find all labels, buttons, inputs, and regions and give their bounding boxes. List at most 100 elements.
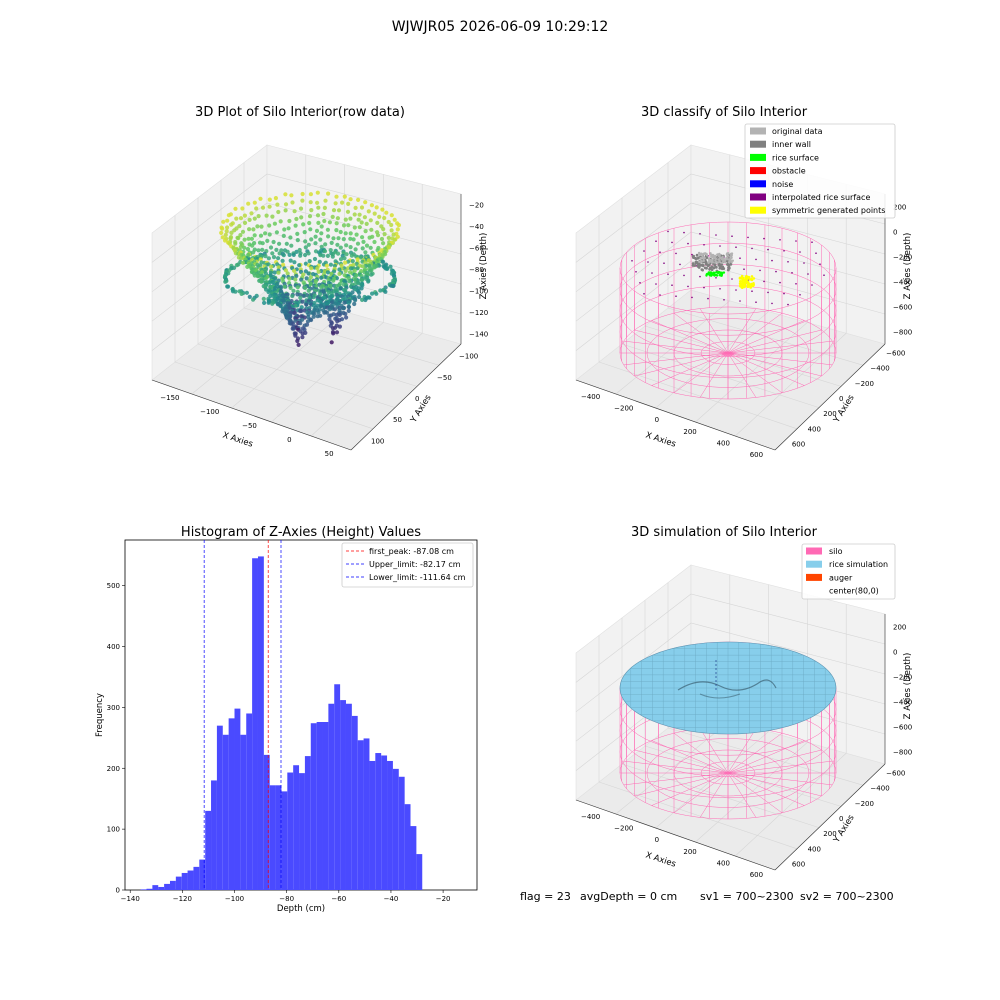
z-tick-label: 0 — [893, 649, 897, 657]
raw-point — [304, 276, 309, 281]
interpolated-point — [771, 302, 773, 305]
histogram-bar — [316, 722, 323, 890]
grid-line — [174, 361, 374, 430]
raw-point — [223, 279, 228, 284]
raw-point — [323, 198, 328, 203]
raw-point — [338, 245, 343, 250]
raw-point — [251, 297, 256, 302]
raw-point — [341, 223, 347, 228]
raw-point — [336, 251, 341, 256]
status-sv1: sv1 = 700~2300 — [700, 890, 794, 903]
raw-point — [263, 231, 268, 236]
raw-point — [297, 247, 302, 253]
y-axis-line — [774, 343, 886, 451]
x-tick-label: −200 — [614, 825, 633, 833]
raw-point — [311, 314, 316, 319]
y-tick-label: 200 — [823, 410, 836, 418]
original-point — [721, 261, 724, 265]
original-point — [698, 252, 701, 255]
raw-point — [343, 260, 348, 265]
raw-point — [391, 283, 396, 289]
histogram-bar — [345, 703, 352, 890]
raw-point — [331, 236, 336, 241]
classify-3d-points — [631, 230, 825, 357]
raw-point — [251, 227, 256, 232]
z-tick-label: −40 — [469, 223, 484, 231]
raw-point — [267, 204, 272, 209]
x-tick-label: 200 — [683, 428, 696, 436]
histogram-bar — [228, 718, 235, 890]
x-tick-label: −140 — [121, 895, 140, 903]
original-point — [710, 253, 713, 257]
raw-point — [335, 242, 340, 247]
interpolated-point — [767, 291, 769, 294]
status-sv2: sv2 = 700~2300 — [800, 890, 894, 903]
interpolated-point — [747, 236, 749, 239]
inner-wall-point — [695, 253, 699, 257]
legend-swatch — [806, 560, 822, 568]
z-tick-label: −600 — [893, 724, 912, 732]
raw-point — [389, 222, 394, 228]
raw-point — [321, 253, 326, 258]
z-tick-label: −800 — [893, 749, 912, 757]
raw-point — [234, 263, 239, 268]
inner-wall-point — [709, 266, 712, 270]
raw-point — [354, 261, 359, 266]
symmetric-point — [743, 285, 746, 288]
interpolated-point — [743, 268, 745, 271]
raw-point — [306, 271, 311, 276]
raw-point — [252, 200, 257, 205]
raw-point — [282, 227, 287, 232]
raw-point — [357, 212, 362, 217]
raw-point — [223, 232, 228, 237]
raw-point — [396, 223, 401, 228]
y-tick-label: 400 — [808, 845, 821, 853]
raw-point — [242, 213, 247, 218]
raw-point — [392, 217, 397, 222]
raw-point — [352, 212, 357, 217]
interpolated-point — [735, 246, 737, 248]
interpolated-point — [731, 278, 733, 280]
raw-point — [315, 266, 320, 271]
y-tick-label: −100 — [459, 353, 478, 361]
raw-point — [283, 268, 288, 273]
raw-point — [381, 227, 386, 232]
raw-data-3d-zlabel: Z Axies (Depth) — [479, 233, 489, 300]
interpolated-point — [759, 269, 761, 272]
raw-point — [348, 216, 353, 221]
legend-swatch — [750, 193, 766, 201]
classify-3d-ylabel: Y Axies — [831, 393, 857, 426]
histogram-bar — [357, 740, 364, 890]
raw-data-3d-panel: 3D Plot of Silo Interior(row data) −150−… — [151, 105, 489, 458]
surface-depression — [699, 693, 741, 699]
raw-point — [334, 228, 339, 233]
raw-point — [292, 209, 297, 214]
raw-point — [319, 244, 324, 249]
legend-label: inner wall — [772, 140, 811, 149]
raw-point — [327, 307, 332, 312]
symmetric-point — [746, 283, 750, 287]
raw-point — [229, 230, 234, 235]
histogram-bar — [181, 872, 188, 890]
interpolated-point — [735, 289, 737, 291]
histogram-bar — [328, 703, 335, 890]
interpolated-point — [811, 284, 813, 286]
interpolated-point — [731, 235, 733, 237]
symmetric-point — [741, 283, 745, 286]
z-tick-label: −100 — [469, 287, 488, 295]
histogram-bar — [234, 708, 241, 890]
raw-point — [287, 305, 292, 311]
legend-label: symmetric generated points — [772, 206, 885, 215]
raw-point — [334, 312, 339, 317]
raw-point — [326, 234, 331, 239]
raw-point — [263, 276, 269, 281]
grid-line — [151, 231, 462, 322]
raw-point — [357, 290, 362, 295]
raw-point — [298, 308, 303, 314]
raw-point — [345, 209, 351, 214]
raw-point — [270, 301, 275, 306]
raw-point — [338, 229, 343, 235]
raw-point — [259, 279, 264, 284]
raw-point — [282, 284, 287, 289]
interpolated-point — [775, 270, 777, 273]
